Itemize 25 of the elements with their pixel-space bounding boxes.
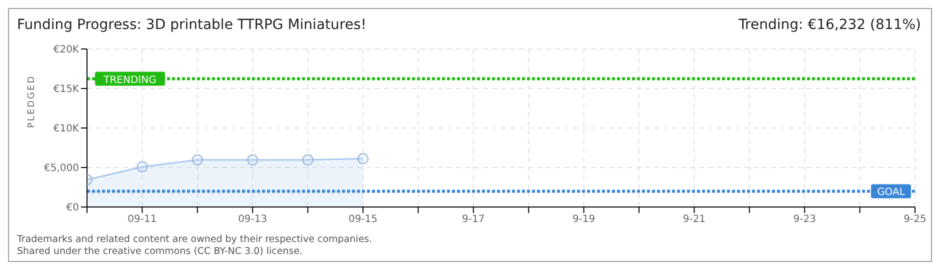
y-tick-label: €20K xyxy=(53,44,80,56)
x-tick-label: 9-25 xyxy=(904,214,926,226)
y-tick-label: €10K xyxy=(53,124,80,135)
point xyxy=(136,161,148,172)
text: Shared under the creative commons (CC BY-NC 3.0) license. xyxy=(17,246,304,258)
x-tick-label: 09-11 xyxy=(128,214,157,226)
point xyxy=(192,154,203,166)
point xyxy=(358,153,368,164)
chart-title: Funding Progress: 3D printable TTRPG Miniatures! xyxy=(17,17,366,33)
text: Trademarks and related content are owned by their respective companies. xyxy=(17,234,372,246)
x-tick-label: 9-21 xyxy=(682,214,706,226)
x-tick-label: 09-15 xyxy=(348,214,378,226)
y-axis-title: PLEDGED xyxy=(27,74,38,128)
y-tick-label: €0 xyxy=(66,202,79,214)
ref-line-label: TRENDING xyxy=(102,74,156,86)
x-tick-label: 9-17 xyxy=(462,214,485,226)
y-tick-label: €5,000 xyxy=(44,163,79,174)
x-tick-label: 9-23 xyxy=(793,214,816,226)
x-tick-label: 09-13 xyxy=(238,214,268,226)
point xyxy=(247,154,258,166)
ref-line-label: GOAL xyxy=(877,187,906,198)
text: Trending: €16,232 (811%) xyxy=(738,17,921,33)
x-tick-label: 9-19 xyxy=(572,214,596,226)
y-tick-label: €15K xyxy=(53,84,80,96)
point xyxy=(302,154,314,166)
